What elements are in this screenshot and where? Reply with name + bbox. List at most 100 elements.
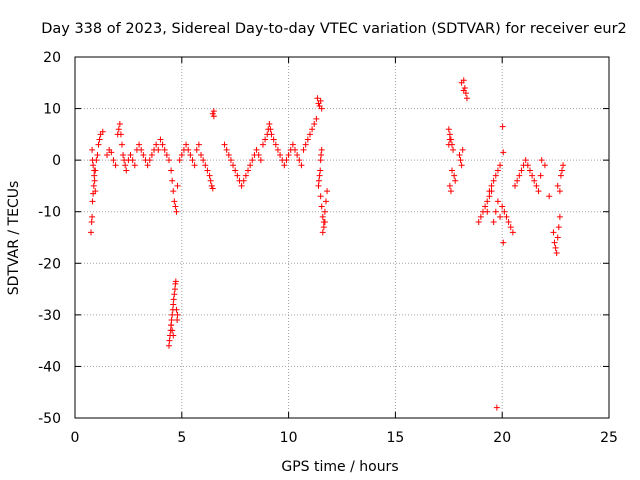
data-point	[204, 167, 211, 174]
x-tick-label: 5	[177, 430, 186, 446]
data-point	[318, 146, 325, 153]
x-tick-label: 10	[280, 430, 298, 446]
data-point	[268, 131, 275, 138]
data-point	[242, 172, 249, 179]
data-point	[115, 126, 122, 133]
data-point	[503, 213, 510, 220]
axis-ticks: 0 5 10 15 20 25 -50 -40 -30 -20 -10 0 10 20	[38, 50, 618, 446]
data-point	[172, 278, 179, 285]
data-point	[230, 162, 237, 169]
data-point	[450, 146, 457, 153]
data-point	[289, 141, 296, 148]
data-point	[153, 141, 160, 148]
data-point	[171, 286, 178, 293]
data-point	[108, 149, 115, 156]
data-point	[183, 141, 190, 148]
data-point	[460, 87, 467, 94]
data-point	[169, 177, 176, 184]
data-point	[238, 182, 245, 189]
data-point	[174, 311, 181, 318]
data-point	[247, 162, 254, 169]
data-point	[253, 146, 260, 153]
data-point	[195, 141, 202, 148]
data-point	[302, 141, 309, 148]
data-point	[451, 172, 458, 179]
data-point	[535, 188, 542, 195]
data-point	[123, 167, 130, 174]
data-point	[170, 301, 177, 308]
y-tick-label: -10	[38, 205, 61, 221]
data-point	[89, 157, 96, 164]
x-tick-label: 15	[386, 430, 404, 446]
data-point	[116, 121, 123, 128]
data-point	[165, 157, 172, 164]
data-point	[209, 185, 216, 192]
data-point	[91, 172, 98, 179]
data-point	[494, 167, 501, 174]
data-point	[161, 146, 168, 153]
data-point	[234, 172, 241, 179]
data-point	[112, 162, 119, 169]
data-point	[486, 193, 493, 200]
plot-frame	[74, 56, 610, 419]
data-point	[262, 136, 269, 143]
data-point	[456, 151, 463, 158]
data-point	[136, 141, 143, 148]
data-point	[200, 157, 207, 164]
y-tick-label: -30	[38, 308, 61, 324]
data-point	[173, 306, 180, 313]
data-point	[458, 162, 465, 169]
data-point	[557, 172, 564, 179]
data-point	[259, 141, 266, 148]
data-point	[555, 224, 562, 231]
data-point	[556, 213, 563, 220]
data-point	[171, 198, 178, 205]
data-point	[173, 208, 180, 215]
x-tick-label: 20	[493, 430, 511, 446]
data-point	[281, 162, 288, 169]
data-point	[484, 198, 491, 205]
data-point	[94, 151, 101, 158]
data-point	[187, 151, 194, 158]
data-point	[475, 219, 482, 226]
data-point	[110, 157, 117, 164]
data-point	[316, 172, 323, 179]
data-point	[529, 172, 536, 179]
data-point	[319, 229, 326, 236]
chart-title: Day 338 of 2023, Sidereal Day-to-day VTE…	[41, 21, 627, 37]
data-point	[146, 157, 153, 164]
data-point	[321, 208, 328, 215]
data-point	[249, 157, 256, 164]
data-point	[313, 115, 320, 122]
data-point	[189, 157, 196, 164]
data-point	[477, 213, 484, 220]
data-point	[318, 151, 325, 158]
data-point	[526, 167, 533, 174]
data-point	[292, 146, 299, 153]
data-point	[550, 229, 557, 236]
data-point	[274, 146, 281, 153]
data-point	[89, 213, 96, 220]
data-point	[319, 213, 326, 220]
data-point	[170, 188, 177, 195]
data-point	[168, 322, 175, 329]
data-point	[157, 136, 164, 143]
data-point	[202, 162, 209, 169]
data-point	[277, 151, 284, 158]
data-point	[206, 172, 213, 179]
data-point	[138, 146, 145, 153]
data-point	[446, 136, 453, 143]
data-point	[240, 177, 247, 184]
data-point	[176, 157, 183, 164]
data-point	[500, 149, 507, 156]
data-point	[499, 123, 506, 130]
data-point	[315, 177, 322, 184]
data-point	[104, 151, 111, 158]
data-point	[172, 203, 179, 210]
y-tick-label: -20	[38, 256, 61, 272]
x-tick-label: 0	[71, 430, 80, 446]
data-point	[267, 126, 274, 133]
data-point	[165, 342, 172, 349]
data-point	[445, 126, 452, 133]
